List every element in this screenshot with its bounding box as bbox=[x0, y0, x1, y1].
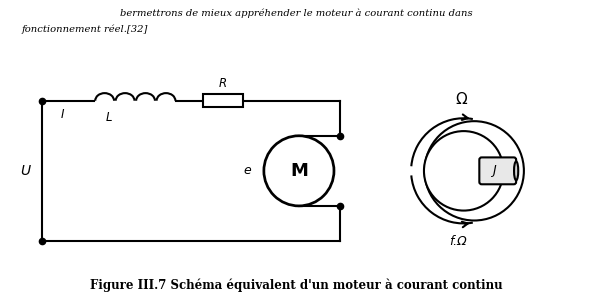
Ellipse shape bbox=[514, 161, 518, 180]
FancyBboxPatch shape bbox=[480, 157, 516, 184]
Circle shape bbox=[264, 136, 334, 206]
Text: R: R bbox=[219, 77, 227, 90]
Text: fonctionnement réel.[32]: fonctionnement réel.[32] bbox=[21, 25, 148, 34]
Text: e: e bbox=[243, 164, 251, 177]
Text: Ω: Ω bbox=[455, 91, 466, 107]
Text: f.Ω: f.Ω bbox=[449, 235, 466, 248]
Text: Figure III.7 Schéma équivalent d'un moteur à courant continu: Figure III.7 Schéma équivalent d'un mote… bbox=[89, 279, 503, 293]
Circle shape bbox=[424, 121, 524, 220]
Text: J: J bbox=[492, 164, 496, 177]
Text: U: U bbox=[20, 164, 31, 178]
Bar bbox=[202, 94, 243, 107]
Text: M: M bbox=[290, 162, 308, 180]
Text: I: I bbox=[60, 108, 64, 121]
Text: L: L bbox=[106, 111, 112, 124]
Circle shape bbox=[424, 131, 503, 211]
Text: bermettrons de mieux appréhender le moteur à courant continu dans: bermettrons de mieux appréhender le mote… bbox=[120, 8, 472, 18]
